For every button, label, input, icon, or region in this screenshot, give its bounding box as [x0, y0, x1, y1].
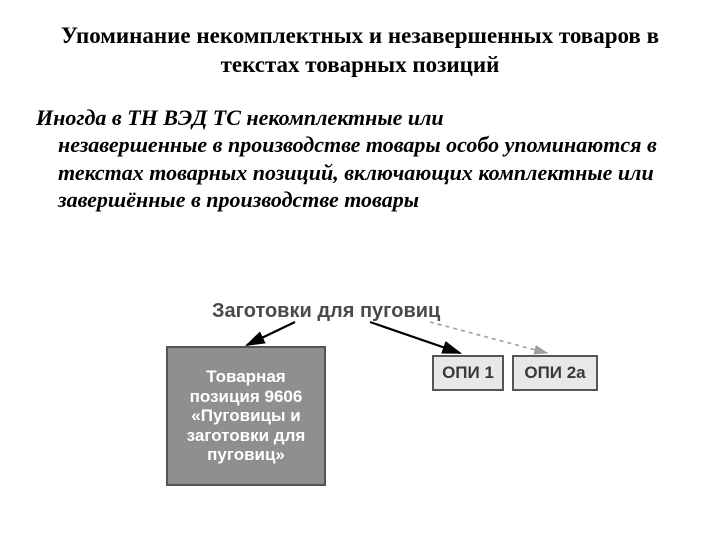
slide-title: Упоминание некомплектных и незавершенных… [34, 22, 686, 80]
diagram: Заготовки для пуговиц Товарная позиция 9… [0, 300, 720, 530]
body-rest: незавершенные в производстве товары особ… [36, 131, 686, 214]
slide-body: Иногда в ТН ВЭД ТС некомплектные или нез… [34, 104, 686, 214]
body-first-line: Иногда в ТН ВЭД ТС некомплектные или [36, 105, 444, 130]
diagram-arrows [0, 300, 720, 530]
box-opi-2a: ОПИ 2а [512, 355, 598, 391]
box-opi-1: ОПИ 1 [432, 355, 504, 391]
box-commodity-position: Товарная позиция 9606 «Пуговицы и загото… [166, 346, 326, 486]
